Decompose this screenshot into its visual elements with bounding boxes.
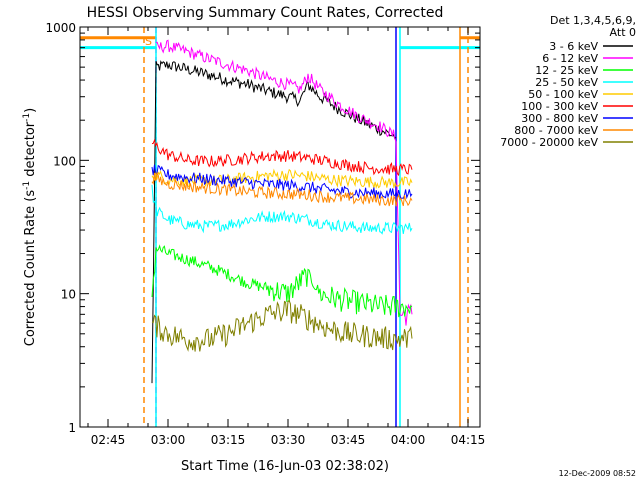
series-line-4 <box>151 168 413 190</box>
series-line-8 <box>151 299 413 352</box>
chart-title: HESSI Observing Summary Count Rates, Cor… <box>87 5 444 21</box>
legend-label-2: 12 - 25 keV <box>535 64 598 77</box>
legend-label-1: 6 - 12 keV <box>542 52 598 65</box>
legend-label-7: 800 - 7000 keV <box>514 124 598 137</box>
y-axis-label-part3: ) <box>23 108 38 113</box>
x-tick-label-3: 03:30 <box>271 433 306 447</box>
series-line-3 <box>151 184 413 235</box>
legend-label-3: 25 - 50 keV <box>535 76 598 89</box>
x-axis-label: Start Time (16-Jun-03 02:38:02) <box>181 459 389 474</box>
series-line-7 <box>151 171 413 207</box>
series-line-6 <box>151 164 413 200</box>
y-axis-label-part2: detector <box>23 121 38 181</box>
y-tick-label-1: 10 <box>61 288 76 302</box>
y-axis-label-part1: Corrected Count Rate (s <box>23 190 38 347</box>
legend-label-8: 7000 - 20000 keV <box>500 136 598 149</box>
series-line-5 <box>151 138 413 177</box>
x-tick-label-6: 04:15 <box>451 433 486 447</box>
series-line-1 <box>155 39 413 326</box>
x-tick-label-0: 02:45 <box>91 433 126 447</box>
plot-frame <box>79 26 481 428</box>
y-axis-label: Corrected Count Rate (s-1 detector-1) <box>22 108 38 346</box>
footer-date: 12-Dec-2009 08:52 <box>559 469 636 478</box>
x-tick-label-5: 04:00 <box>391 433 426 447</box>
x-tick-label-2: 03:15 <box>211 433 246 447</box>
y-tick-label-0: 1 <box>68 421 76 435</box>
series-line-2 <box>151 244 413 318</box>
plot-layer <box>80 27 480 427</box>
x-tick-label-4: 03:45 <box>331 433 366 447</box>
legend-header-line2: Att 0 <box>610 26 636 39</box>
y-axis-label-sup1: -1 <box>22 181 32 190</box>
axis-ticks: 02:45 03:00 03:15 03:30 03:45 04:00 04:15 1 10 10… <box>45 21 485 447</box>
legend-label-5: 100 - 300 keV <box>521 100 598 113</box>
series-line-0 <box>151 60 397 384</box>
legend-label-6: 300 - 800 keV <box>521 112 598 125</box>
y-tick-label-2: 100 <box>53 154 76 168</box>
y-tick-label-3: 1000 <box>45 21 76 35</box>
attenuator-flag-label: S <box>145 35 152 48</box>
legend-header-line1: Det 1,3,4,5,6,9, <box>550 14 636 27</box>
y-axis-label-sup2: -1 <box>22 113 32 122</box>
legend-label-4: 50 - 100 keV <box>528 88 598 101</box>
x-tick-label-1: 03:00 <box>151 433 186 447</box>
legend-label-0: 3 - 6 keV <box>549 40 598 53</box>
